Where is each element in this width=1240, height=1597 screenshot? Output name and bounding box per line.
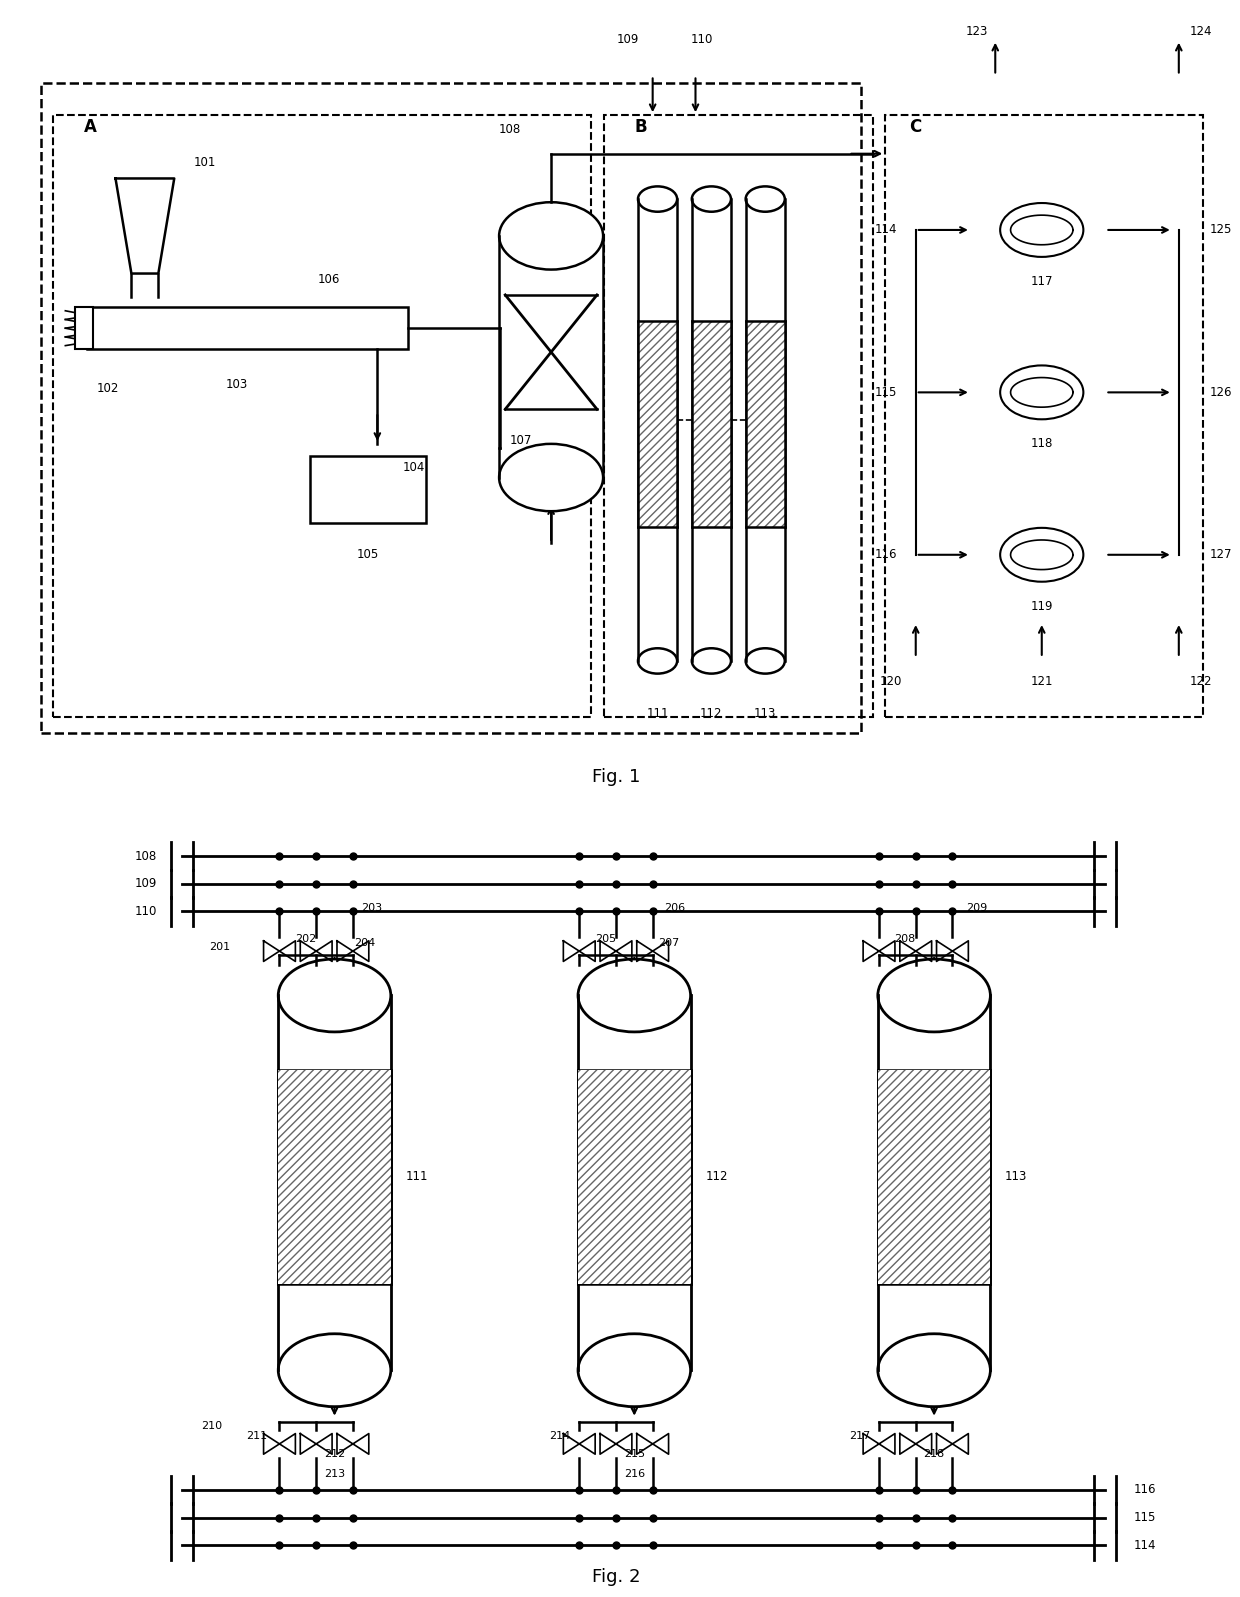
Bar [310, 455, 427, 524]
Text: 110: 110 [135, 905, 157, 918]
Text: 116: 116 [1133, 1484, 1156, 1496]
Text: 214: 214 [549, 1431, 570, 1440]
Bar [278, 1070, 391, 1284]
Text: 104: 104 [403, 462, 425, 474]
Ellipse shape [278, 960, 391, 1032]
Text: A: A [83, 118, 97, 136]
Text: 206: 206 [665, 902, 686, 912]
Ellipse shape [878, 960, 991, 1032]
Bar [878, 1070, 991, 1284]
Text: C: C [910, 118, 921, 136]
Ellipse shape [639, 187, 677, 212]
Text: 109: 109 [618, 34, 640, 46]
Text: 112: 112 [701, 707, 723, 720]
Ellipse shape [500, 203, 603, 270]
Text: 125: 125 [1209, 224, 1231, 236]
Text: Fig. 1: Fig. 1 [591, 768, 640, 786]
Text: 218: 218 [924, 1448, 945, 1460]
Ellipse shape [639, 648, 677, 674]
Text: 210: 210 [201, 1421, 222, 1431]
Text: B: B [635, 118, 647, 136]
Text: 119: 119 [1030, 600, 1053, 613]
Text: 118: 118 [1030, 438, 1053, 450]
Ellipse shape [692, 187, 730, 212]
Ellipse shape [692, 648, 730, 674]
Text: 215: 215 [624, 1448, 645, 1460]
Text: 207: 207 [658, 937, 680, 949]
Bar [76, 307, 93, 348]
Bar [578, 1070, 691, 1284]
Ellipse shape [745, 648, 785, 674]
Bar [53, 115, 591, 717]
Text: 208: 208 [894, 934, 915, 944]
Text: 203: 203 [361, 902, 382, 912]
Text: 112: 112 [706, 1171, 728, 1183]
Bar [878, 995, 991, 1370]
Bar [41, 83, 861, 733]
Text: 217: 217 [849, 1431, 870, 1440]
Text: 213: 213 [324, 1469, 345, 1479]
Bar [639, 321, 677, 527]
Text: 115: 115 [875, 386, 898, 399]
Text: 212: 212 [324, 1448, 345, 1460]
Text: 108: 108 [498, 123, 521, 136]
Text: 103: 103 [226, 378, 248, 391]
Text: 117: 117 [1030, 275, 1053, 287]
Bar [87, 307, 408, 348]
Bar [578, 995, 691, 1370]
Text: 107: 107 [510, 434, 532, 447]
Text: 202: 202 [295, 934, 316, 944]
Bar [692, 200, 730, 661]
Text: 113: 113 [754, 707, 776, 720]
Bar [745, 321, 785, 527]
Ellipse shape [745, 187, 785, 212]
Bar [639, 200, 677, 661]
Text: 216: 216 [624, 1469, 645, 1479]
Text: 205: 205 [595, 934, 616, 944]
Ellipse shape [878, 1333, 991, 1407]
Text: 121: 121 [1030, 676, 1053, 688]
Text: 211: 211 [246, 1431, 268, 1440]
Bar [692, 321, 730, 527]
Text: 102: 102 [97, 382, 119, 394]
Text: 122: 122 [1189, 676, 1211, 688]
Text: 124: 124 [1189, 26, 1211, 38]
Bar [278, 995, 391, 1370]
Text: 113: 113 [1006, 1171, 1028, 1183]
Text: 127: 127 [1209, 548, 1231, 561]
Text: 111: 111 [405, 1171, 428, 1183]
Text: 101: 101 [193, 157, 216, 169]
Text: 106: 106 [317, 273, 340, 286]
Text: 111: 111 [646, 707, 668, 720]
Bar [604, 115, 873, 717]
Text: 109: 109 [135, 877, 157, 890]
Text: 114: 114 [1133, 1540, 1156, 1552]
Text: 116: 116 [875, 548, 898, 561]
Text: 209: 209 [966, 902, 987, 912]
Ellipse shape [278, 1333, 391, 1407]
Text: 105: 105 [357, 548, 379, 561]
Text: 123: 123 [966, 26, 988, 38]
Text: 120: 120 [880, 676, 903, 688]
Bar [500, 236, 603, 478]
Text: 204: 204 [355, 937, 376, 949]
Bar [885, 115, 1203, 717]
Text: 114: 114 [875, 224, 898, 236]
Text: 201: 201 [210, 942, 231, 952]
Bar [745, 200, 785, 661]
Ellipse shape [578, 960, 691, 1032]
Ellipse shape [578, 1333, 691, 1407]
Text: 110: 110 [691, 34, 713, 46]
Text: 115: 115 [1133, 1511, 1156, 1524]
Ellipse shape [500, 444, 603, 511]
Text: 126: 126 [1209, 386, 1231, 399]
Text: Fig. 2: Fig. 2 [591, 1568, 640, 1586]
Text: 108: 108 [135, 850, 157, 862]
